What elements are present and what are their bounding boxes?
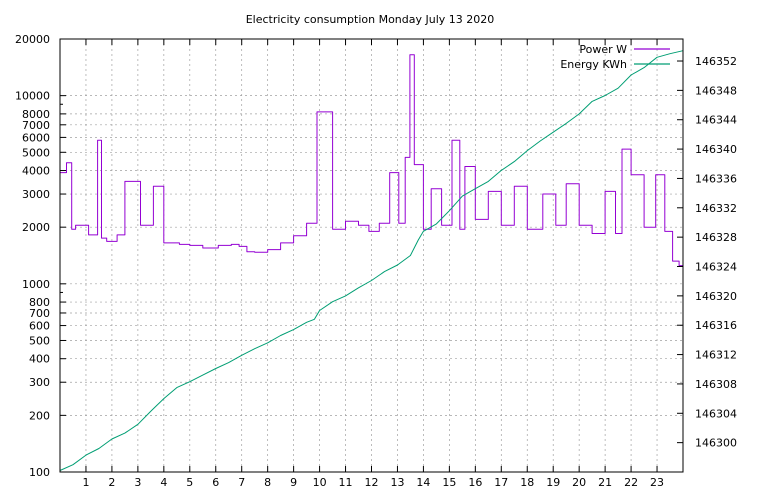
x-tick-label-6: 6 bbox=[212, 476, 219, 489]
x-tick-label-10: 10 bbox=[313, 476, 327, 489]
y-tick-label-200: 200 bbox=[29, 409, 50, 422]
y2-tick-label-146336: 146336 bbox=[695, 172, 737, 185]
x-tick-label-20: 20 bbox=[572, 476, 586, 489]
x-tick-label-23: 23 bbox=[650, 476, 664, 489]
x-tick-label-18: 18 bbox=[520, 476, 534, 489]
legend-label-0: Power W bbox=[579, 43, 627, 56]
x-tick-label-19: 19 bbox=[546, 476, 560, 489]
y2-tick-label-146320: 146320 bbox=[695, 290, 737, 303]
x-tick-label-21: 21 bbox=[598, 476, 612, 489]
y-tick-label-5000: 5000 bbox=[22, 146, 50, 159]
legend: Power W Energy KWh bbox=[560, 43, 670, 71]
y-tick-label-8000: 8000 bbox=[22, 108, 50, 121]
x-tick-label-8: 8 bbox=[264, 476, 271, 489]
x-tick-label-1: 1 bbox=[82, 476, 89, 489]
x-tick-label-3: 3 bbox=[134, 476, 141, 489]
y2-tick-label-146344: 146344 bbox=[695, 114, 737, 127]
y2-tick-label-146328: 146328 bbox=[695, 231, 737, 244]
y2-tick-label-146348: 146348 bbox=[695, 84, 737, 97]
y-tick-label-4000: 4000 bbox=[22, 165, 50, 178]
y-tick-label-300: 300 bbox=[29, 376, 50, 389]
y2-tick-label-146304: 146304 bbox=[695, 407, 737, 420]
y2-tick-label-146340: 146340 bbox=[695, 143, 737, 156]
y-tick-label-1000: 1000 bbox=[22, 278, 50, 291]
y-tick-label-20000: 20000 bbox=[15, 33, 50, 46]
x-tick-label-22: 22 bbox=[624, 476, 638, 489]
x-tick-label-5: 5 bbox=[186, 476, 193, 489]
y-tick-label-2000: 2000 bbox=[22, 221, 50, 234]
series-layer bbox=[59, 50, 684, 471]
x-tick-label-7: 7 bbox=[238, 476, 245, 489]
y2-tick-label-146300: 146300 bbox=[695, 437, 737, 450]
legend-label-1: Energy KWh bbox=[560, 58, 627, 71]
y-tick-label-500: 500 bbox=[29, 334, 50, 347]
series-line-1 bbox=[59, 50, 684, 471]
y2-tick-label-146332: 146332 bbox=[695, 202, 737, 215]
y2-tick-label-146316: 146316 bbox=[695, 319, 737, 332]
y-tick-label-400: 400 bbox=[29, 353, 50, 366]
y2-tick-label-146308: 146308 bbox=[695, 378, 737, 391]
y-tick-label-7000: 7000 bbox=[22, 119, 50, 132]
x-tick-label-13: 13 bbox=[390, 476, 404, 489]
y-tick-label-700: 700 bbox=[29, 307, 50, 320]
y2-tick-label-146352: 146352 bbox=[695, 55, 737, 68]
y-tick-label-100: 100 bbox=[29, 466, 50, 479]
x-tick-label-11: 11 bbox=[339, 476, 353, 489]
y-tick-label-3000: 3000 bbox=[22, 188, 50, 201]
x-tick-label-9: 9 bbox=[290, 476, 297, 489]
x-tick-label-4: 4 bbox=[160, 476, 167, 489]
x-tick-label-14: 14 bbox=[416, 476, 430, 489]
x-tick-label-12: 12 bbox=[365, 476, 379, 489]
y2-tick-label-146324: 146324 bbox=[695, 261, 737, 274]
y-tick-label-800: 800 bbox=[29, 296, 50, 309]
chart-title: Electricity consumption Monday July 13 2… bbox=[246, 13, 495, 26]
y2-tick-label-146312: 146312 bbox=[695, 349, 737, 362]
axis-ticks: 1 2 3 4 5 6 7 8 9 10 11 12 13 14 15 16 17 18 19 20 21 22 23100… bbox=[15, 33, 737, 489]
y-tick-label-600: 600 bbox=[29, 320, 50, 333]
grid-lines bbox=[60, 38, 683, 473]
x-tick-label-16: 16 bbox=[468, 476, 482, 489]
y-tick-label-6000: 6000 bbox=[22, 131, 50, 144]
x-tick-label-17: 17 bbox=[494, 476, 508, 489]
y-tick-label-10000: 10000 bbox=[15, 90, 50, 103]
x-tick-label-15: 15 bbox=[442, 476, 456, 489]
series-line-0 bbox=[60, 54, 684, 267]
x-tick-label-2: 2 bbox=[108, 476, 115, 489]
